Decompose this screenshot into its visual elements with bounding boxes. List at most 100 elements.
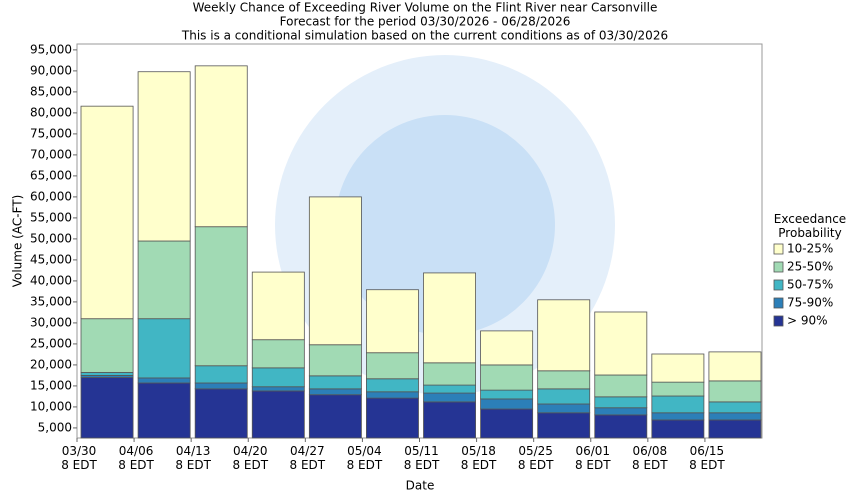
bar-segment xyxy=(423,401,476,439)
x-tick-label: 05/25 8 EDT xyxy=(518,444,554,472)
bar-segment xyxy=(137,240,191,320)
bar-segment xyxy=(194,365,248,384)
y-tick-label: 50,000 xyxy=(30,231,72,245)
x-tick-label: 04/13 8 EDT xyxy=(175,444,211,472)
bar-segment xyxy=(651,419,705,439)
bar-segment xyxy=(194,65,248,228)
x-tick-label: 03/30 8 EDT xyxy=(61,444,97,472)
x-tick-label: 05/04 8 EDT xyxy=(347,444,383,472)
y-tick-label: 55,000 xyxy=(30,210,72,224)
bar-segment xyxy=(308,344,362,377)
watermark-inner xyxy=(335,115,555,335)
y-tick-label: 65,000 xyxy=(30,168,72,182)
bar-segment xyxy=(537,388,591,405)
bar-segment xyxy=(308,196,362,346)
x-tick-label: 06/15 8 EDT xyxy=(689,444,725,472)
legend-label: > 90% xyxy=(787,314,828,328)
y-tick-label: 10,000 xyxy=(30,399,72,413)
bar-segment xyxy=(308,388,362,396)
legend-swatch xyxy=(773,297,784,309)
legend-title: Exceedance Probability xyxy=(774,212,846,240)
x-tick-label: 04/20 8 EDT xyxy=(232,444,268,472)
y-tick-label: 5,000 xyxy=(38,420,72,434)
bar-segment xyxy=(366,391,419,399)
bar-segment xyxy=(708,351,762,382)
bar-segment xyxy=(651,395,705,414)
bar-segment xyxy=(594,311,648,376)
legend-label: 10-25% xyxy=(787,242,833,256)
bar-segment xyxy=(480,408,534,439)
y-tick-label: 35,000 xyxy=(30,294,72,308)
bar-segment xyxy=(594,414,648,439)
bar-segment xyxy=(708,419,762,439)
bar-segment xyxy=(708,380,762,403)
bar-segment xyxy=(480,398,534,410)
y-tick-label: 60,000 xyxy=(30,189,72,203)
bar-segment xyxy=(423,272,476,364)
bar-segment xyxy=(137,318,191,379)
bar-segment xyxy=(651,381,705,397)
y-tick-label: 70,000 xyxy=(30,147,72,161)
bar-segment xyxy=(137,377,191,384)
legend-label: 25-50% xyxy=(787,260,833,274)
bar-segment xyxy=(594,374,648,398)
x-tick-label: 05/11 8 EDT xyxy=(404,444,440,472)
bar-segment xyxy=(251,386,305,392)
legend-swatch xyxy=(773,261,784,273)
chart-title: Forecast for the period 03/30/2026 - 06/… xyxy=(280,15,571,29)
bar-segment xyxy=(251,271,305,341)
bar-segment xyxy=(251,390,305,439)
x-tick-label: 04/06 8 EDT xyxy=(118,444,154,472)
bar-segment xyxy=(251,339,305,369)
bar-segment xyxy=(594,396,648,409)
bar-segment xyxy=(480,330,534,366)
bar-segment xyxy=(480,364,534,391)
x-tick-label: 04/27 8 EDT xyxy=(290,444,326,472)
chart-title: This is a conditional simulation based o… xyxy=(181,29,668,43)
bar-segment xyxy=(366,352,419,380)
bar-segment xyxy=(308,375,362,390)
legend-swatch xyxy=(773,243,784,255)
bar-segment xyxy=(423,362,476,386)
y-tick-label: 15,000 xyxy=(30,378,72,392)
x-tick-label: 05/18 8 EDT xyxy=(461,444,497,472)
y-axis-label: Volume (AC-FT) xyxy=(11,195,25,288)
bar-segment xyxy=(423,384,476,394)
bar-segment xyxy=(651,353,705,383)
y-tick-label: 85,000 xyxy=(30,84,72,98)
bar-segment xyxy=(194,382,248,390)
bar-segment xyxy=(366,378,419,393)
y-tick-label: 20,000 xyxy=(30,357,72,371)
bar-segment xyxy=(137,382,191,439)
bar-segment xyxy=(537,299,591,372)
y-tick-label: 80,000 xyxy=(30,105,72,119)
y-tick-label: 40,000 xyxy=(30,273,72,287)
bar-segment xyxy=(537,403,591,414)
bar-segment xyxy=(366,397,419,439)
bar-segment xyxy=(708,412,762,421)
chart-title: Weekly Chance of Exceeding River Volume … xyxy=(193,1,658,15)
y-tick-label: 25,000 xyxy=(30,336,72,350)
bar-segment xyxy=(80,105,134,320)
x-tick-label: 06/08 8 EDT xyxy=(632,444,668,472)
bar-segment xyxy=(308,394,362,439)
legend-swatch xyxy=(773,279,784,291)
y-tick-label: 75,000 xyxy=(30,126,72,140)
y-tick-label: 95,000 xyxy=(30,42,72,56)
bar-segment xyxy=(537,412,591,439)
y-tick-label: 45,000 xyxy=(30,252,72,266)
bar-segment xyxy=(366,289,419,354)
bar-segment xyxy=(194,388,248,439)
legend-label: 75-90% xyxy=(787,296,833,310)
bar-segment xyxy=(251,367,305,388)
bar-segment xyxy=(708,401,762,414)
x-axis-label: Date xyxy=(406,479,435,493)
legend-swatch xyxy=(773,315,784,327)
bar-segment xyxy=(480,389,534,400)
bar-segment xyxy=(137,71,191,242)
bar-segment xyxy=(80,377,134,439)
bar-segment xyxy=(80,318,134,373)
y-tick-label: 90,000 xyxy=(30,63,72,77)
x-tick-label: 06/01 8 EDT xyxy=(575,444,611,472)
